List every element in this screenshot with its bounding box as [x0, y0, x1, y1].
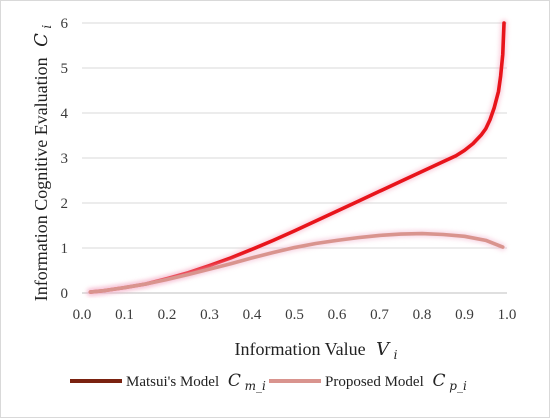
x-tick-label: 0.9 — [455, 307, 474, 323]
legend-label-matsui-text: Matsui's Model — [126, 374, 219, 390]
y-tick-label: 5 — [61, 61, 69, 77]
series-layer — [87, 19, 508, 296]
y-axis-title-text: Information Cognitive Evaluation — [31, 57, 51, 301]
y-tick-label: 0 — [61, 286, 69, 302]
y-tick-labels: 0 1 2 3 4 5 6 — [61, 16, 69, 302]
legend-label-matsui-symbol: C — [228, 371, 241, 391]
legend-item-matsui: Matsui's Model C m_i — [70, 371, 266, 393]
y-axis-title-symbol: C — [31, 33, 52, 47]
legend-label-matsui: Matsui's Model C m_i — [126, 371, 266, 393]
x-tick-labels: 0.0 0.1 0.2 0.3 0.4 0.5 0.6 0.7 0.8 0.9 1.0 — [73, 307, 517, 323]
x-axis-title-symbol: V — [376, 339, 391, 360]
y-axis-title-subscript: i — [40, 25, 54, 29]
legend-label-proposed-text: Proposed Model — [325, 374, 424, 390]
y-axis-title: Information Cognitive Evaluation C i — [31, 25, 54, 302]
x-axis-title-text: Information Value — [235, 339, 366, 359]
x-tick-label: 0.6 — [328, 307, 347, 323]
y-tick-label: 4 — [61, 106, 69, 122]
x-tick-label: 0.5 — [285, 307, 304, 323]
legend-item-proposed: Proposed Model C p_i — [269, 371, 467, 393]
series-line-proposed — [88, 231, 505, 294]
x-tick-label: 0.8 — [413, 307, 432, 323]
x-axis-title: Information Value V i — [235, 339, 398, 362]
x-tick-label: 1.0 — [498, 307, 517, 323]
legend-label-proposed-subscript: p_i — [449, 379, 467, 393]
x-tick-label: 0.3 — [200, 307, 219, 323]
x-tick-label: 0.2 — [158, 307, 177, 323]
legend-label-proposed: Proposed Model C p_i — [325, 371, 467, 393]
legend: Matsui's Model C m_i Proposed Model C p_… — [70, 371, 467, 393]
legend-label-matsui-subscript: m_i — [245, 379, 266, 393]
legend-label-proposed-symbol: C — [433, 371, 446, 391]
x-tick-label: 0.0 — [73, 307, 92, 323]
y-tick-label: 3 — [61, 151, 69, 167]
y-tick-label: 6 — [61, 16, 69, 32]
x-tick-label: 0.4 — [243, 307, 262, 323]
y-tick-label: 2 — [61, 196, 69, 212]
x-tick-label: 0.7 — [370, 307, 389, 323]
x-tick-label: 0.1 — [115, 307, 134, 323]
gridlines — [82, 22, 507, 249]
y-tick-label: 1 — [61, 241, 69, 257]
x-axis-title-subscript: i — [394, 348, 398, 362]
